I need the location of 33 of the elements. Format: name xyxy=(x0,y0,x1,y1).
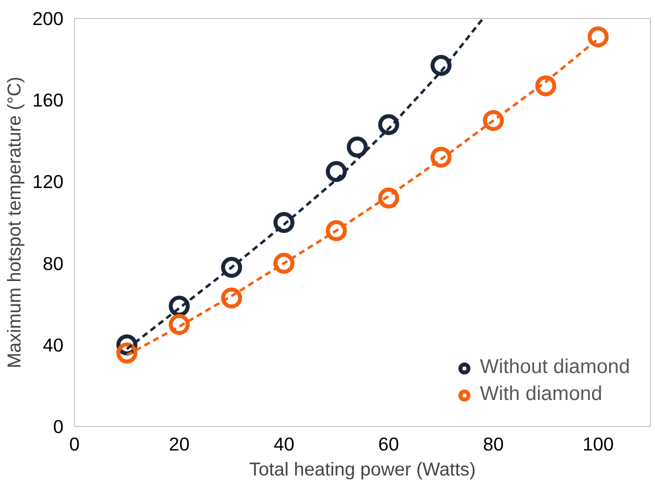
point xyxy=(326,161,347,182)
point xyxy=(430,146,452,168)
y-tick-label: 200 xyxy=(32,8,64,29)
legend-label: Without diamond xyxy=(480,356,630,379)
point xyxy=(168,314,190,335)
y-tick-label: 80 xyxy=(42,252,64,274)
point xyxy=(378,188,400,209)
point xyxy=(221,287,242,308)
point xyxy=(273,212,294,233)
point xyxy=(116,342,138,364)
x-tick-label: 100 xyxy=(582,434,614,454)
point xyxy=(326,220,347,242)
x-tick-label: 20 xyxy=(168,434,190,454)
point xyxy=(482,110,504,131)
point xyxy=(221,256,242,278)
y-tick-label: 160 xyxy=(32,90,64,111)
x-axis-title: Total heating power (Watts) xyxy=(249,458,476,480)
x-tick-label: 60 xyxy=(378,434,400,454)
point xyxy=(346,136,368,158)
x-tick-label: 80 xyxy=(483,434,504,454)
x-tick-label: 0 xyxy=(69,434,80,454)
legend-label: With diamond xyxy=(480,383,602,406)
y-tick-label: 120 xyxy=(32,171,64,192)
point xyxy=(378,114,400,136)
x-tick-label: 40 xyxy=(274,434,294,454)
y-tick-label: 40 xyxy=(42,334,64,356)
point xyxy=(588,26,609,48)
y-axis-title: Maximum hotspot temperature (°C) xyxy=(3,76,24,368)
point xyxy=(168,296,190,317)
y-tick-label: 0 xyxy=(53,416,64,437)
point xyxy=(430,54,452,76)
point xyxy=(273,252,294,274)
point xyxy=(535,75,556,96)
